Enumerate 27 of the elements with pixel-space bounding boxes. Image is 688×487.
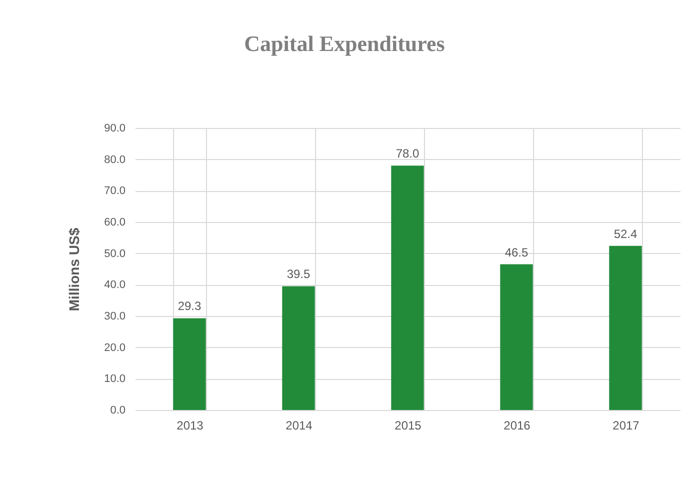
- x-tick-label: 2016: [504, 418, 531, 432]
- y-tick-label: 10.0: [104, 373, 126, 386]
- x-tick-label: 2017: [612, 418, 640, 432]
- bar: [500, 264, 533, 410]
- x-tick-label: 2014: [286, 418, 313, 432]
- y-tick-label: 0.0: [110, 404, 126, 416]
- y-tick-label: 70.0: [104, 185, 126, 198]
- data-label: 46.5: [504, 245, 528, 260]
- bar: [609, 246, 642, 410]
- x-tick-label: 2015: [394, 418, 422, 432]
- y-tick-label: 20.0: [104, 342, 126, 354]
- bar: [282, 286, 315, 410]
- y-tick-label: 90.0: [104, 122, 126, 134]
- y-tick-label: 30.0: [104, 310, 126, 322]
- data-label: 29.3: [178, 299, 202, 314]
- x-tick-label: 2013: [176, 418, 204, 432]
- data-label: 52.4: [614, 226, 638, 241]
- y-tick-label: 60.0: [104, 216, 126, 228]
- chart-title: Capital Expenditures: [244, 31, 446, 56]
- bar: [173, 318, 206, 410]
- y-tick-label: 40.0: [104, 279, 126, 292]
- data-label: 39.5: [286, 267, 310, 282]
- bar: [391, 166, 424, 410]
- y-tick-label: 80.0: [104, 154, 126, 166]
- y-axis-title: Millions US$: [66, 228, 82, 312]
- data-label: 78.0: [396, 146, 420, 161]
- y-tick-label: 50.0: [104, 248, 126, 260]
